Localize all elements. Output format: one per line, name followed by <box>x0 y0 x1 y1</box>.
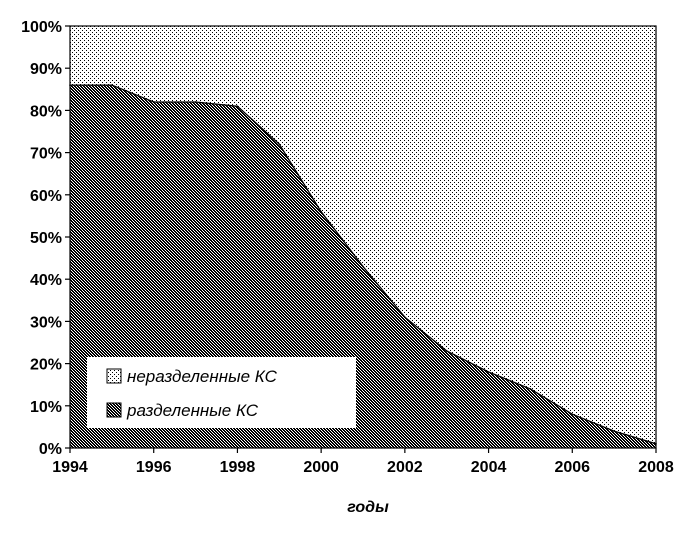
data-point-1995 <box>111 84 113 86</box>
x-tick-label: 2002 <box>387 459 423 476</box>
data-point-2007 <box>613 430 615 432</box>
x-tick-label: 2008 <box>638 459 674 476</box>
data-point-2000 <box>320 210 322 213</box>
y-tick-label: 30% <box>30 314 62 331</box>
legend-label-nerazdelennye: неразделенные КС <box>127 367 278 386</box>
data-point-2002 <box>404 316 406 318</box>
data-point-1996 <box>152 101 155 103</box>
y-tick-label: 70% <box>30 146 62 163</box>
legend-label-razdelennye: разделенные КС <box>126 401 259 420</box>
data-point-2003 <box>445 350 448 352</box>
x-tick-label: 2006 <box>554 459 590 476</box>
legend-box <box>87 357 356 428</box>
y-tick-label: 80% <box>30 103 62 120</box>
data-point-2005 <box>529 388 532 390</box>
y-tick-label: 50% <box>30 230 62 247</box>
legend-swatch-razdelennye <box>106 402 122 418</box>
y-tick-label: 40% <box>30 272 62 289</box>
x-tick-label: 1996 <box>136 459 172 476</box>
legend-swatch-nerazdelennye <box>106 368 122 384</box>
x-tick-label: 2000 <box>303 459 339 476</box>
y-tick-label: 100% <box>21 19 62 36</box>
y-tick-label: 0% <box>39 441 62 458</box>
data-point-1998 <box>236 105 239 107</box>
x-tick-label: 2004 <box>471 459 507 476</box>
x-axis-title: годы <box>347 499 389 516</box>
x-tick-label: 1994 <box>52 459 88 476</box>
data-point-1997 <box>194 101 197 103</box>
y-tick-label: 10% <box>30 399 62 416</box>
y-tick-label: 20% <box>30 357 62 374</box>
data-point-2004 <box>487 371 490 373</box>
x-tick-label: 1998 <box>220 459 256 476</box>
y-tick-label: 90% <box>30 61 62 78</box>
y-tick-label: 60% <box>30 188 62 205</box>
data-point-2006 <box>571 413 574 416</box>
data-point-2001 <box>362 265 364 268</box>
data-point-1999 <box>278 143 281 145</box>
